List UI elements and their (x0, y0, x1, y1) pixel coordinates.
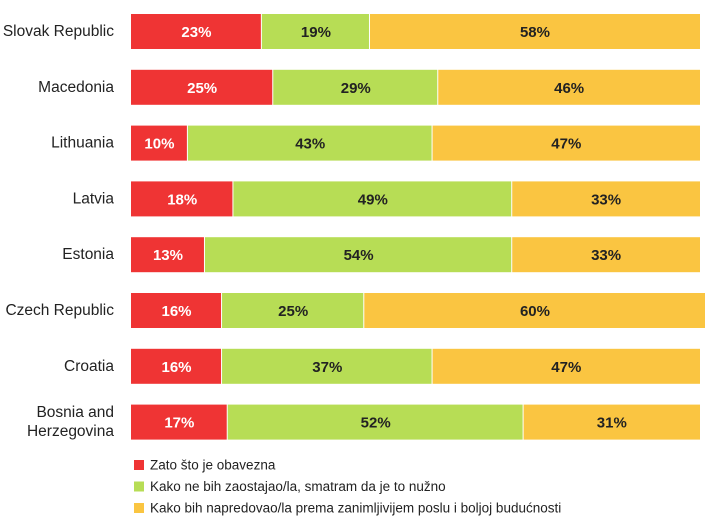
bar-seg-lithuania-s1 (131, 125, 187, 161)
value-label-seg-czech-republic-s3: 60% (520, 303, 550, 320)
value-label-seg-croatia-s2: 37% (312, 359, 342, 376)
bar-seg-latvia-s1 (131, 181, 233, 217)
value-label-seg-estonia-s2: 54% (344, 247, 374, 264)
category-label-czech-republic: Czech Republic (5, 302, 114, 319)
value-label-seg-macedonia-s3: 46% (554, 80, 584, 97)
bar-seg-lithuania-s3 (432, 125, 700, 161)
category-label-lithuania: Lithuania (51, 135, 114, 152)
bar-seg-croatia-s3 (432, 348, 700, 384)
value-label-seg-czech-republic-s2: 25% (278, 303, 308, 320)
value-label-seg-croatia-s1: 16% (162, 359, 192, 376)
bar-seg-latvia-s3 (512, 181, 700, 217)
bar-seg-estonia-s3 (512, 237, 700, 273)
category-label-bosnia-and-herzegovina-line-2: Herzegovina (27, 423, 114, 440)
bar-seg-bosnia-and-herzegovina-s3 (523, 404, 700, 440)
value-label-seg-latvia-s2: 49% (358, 191, 388, 208)
bar-seg-slovak-republic-s3 (369, 14, 700, 49)
legend-label-3: Kako bih napredovao/la prema zanimljivij… (150, 501, 561, 516)
value-label-seg-slovak-republic-s2: 19% (301, 24, 331, 41)
value-label-seg-slovak-republic-s3: 58% (520, 24, 550, 41)
category-label-estonia: Estonia (62, 246, 114, 263)
bar-seg-bosnia-and-herzegovina-s2 (227, 404, 523, 440)
bar-seg-lithuania-s2 (187, 125, 432, 161)
value-label-seg-bosnia-and-herzegovina-s1: 17% (164, 415, 194, 432)
legend-label-2: Kako ne bih zaostajao/la, smatram da je … (150, 479, 446, 494)
value-label-seg-bosnia-and-herzegovina-s3: 31% (597, 415, 627, 432)
bars-group (131, 14, 705, 440)
bar-seg-czech-republic-s3 (364, 293, 705, 328)
bar-seg-czech-republic-s2 (222, 293, 364, 328)
bar-seg-bosnia-and-herzegovina-s1 (131, 404, 227, 440)
value-label-seg-slovak-republic-s1: 23% (181, 24, 211, 41)
category-label-latvia: Latvia (73, 190, 115, 207)
value-label-seg-latvia-s3: 33% (591, 191, 621, 208)
legend-swatch-3 (134, 503, 144, 513)
value-label-seg-bosnia-and-herzegovina-s2: 52% (361, 415, 391, 432)
value-label-seg-latvia-s1: 18% (167, 191, 197, 208)
legend-label-1: Zato što je obavezna (150, 458, 276, 473)
legend-swatch-1 (134, 460, 144, 470)
bar-seg-latvia-s2 (233, 181, 512, 217)
value-label-seg-lithuania-s2: 43% (295, 136, 325, 153)
legend-swatch-2 (134, 481, 144, 492)
legend: Zato što je obavezna Kako ne bih zaostaja… (134, 458, 561, 516)
category-label-croatia: Croatia (64, 358, 114, 375)
bar-seg-macedonia-s2 (273, 69, 438, 105)
value-label-seg-croatia-s3: 47% (551, 359, 581, 376)
value-label-seg-estonia-s1: 13% (153, 247, 183, 264)
bar-seg-estonia-s1 (131, 237, 204, 273)
value-label-seg-lithuania-s1: 10% (144, 136, 174, 153)
category-label-slovak-republic: Slovak Republic (3, 23, 114, 40)
bar-seg-croatia-s2 (222, 348, 432, 384)
bar-seg-macedonia-s1 (131, 69, 273, 105)
value-label-seg-lithuania-s3: 47% (551, 136, 581, 153)
value-label-seg-estonia-s3: 33% (591, 247, 621, 264)
bar-seg-croatia-s1 (131, 348, 222, 384)
bar-seg-macedonia-s3 (438, 69, 700, 105)
bar-seg-slovak-republic-s2 (261, 14, 369, 49)
category-labels-group: Slovak Republic Macedonia Lithuania Latvia E… (3, 23, 115, 440)
bar-seg-estonia-s2 (204, 237, 512, 273)
category-label-bosnia-and-herzegovina-line-1: Bosnia and (36, 404, 114, 421)
category-label-macedonia: Macedonia (38, 79, 114, 96)
bar-seg-czech-republic-s1 (131, 293, 222, 328)
bar-seg-slovak-republic-s1 (131, 14, 261, 49)
value-label-seg-macedonia-s2: 29% (341, 80, 371, 97)
value-labels-group: 23% 19% 58% 25% 29% 46% 10% 43% 47% 18% 49% 33% 13% 5… (144, 24, 626, 432)
value-label-seg-macedonia-s1: 25% (187, 80, 217, 97)
value-label-seg-czech-republic-s1: 16% (162, 303, 192, 320)
